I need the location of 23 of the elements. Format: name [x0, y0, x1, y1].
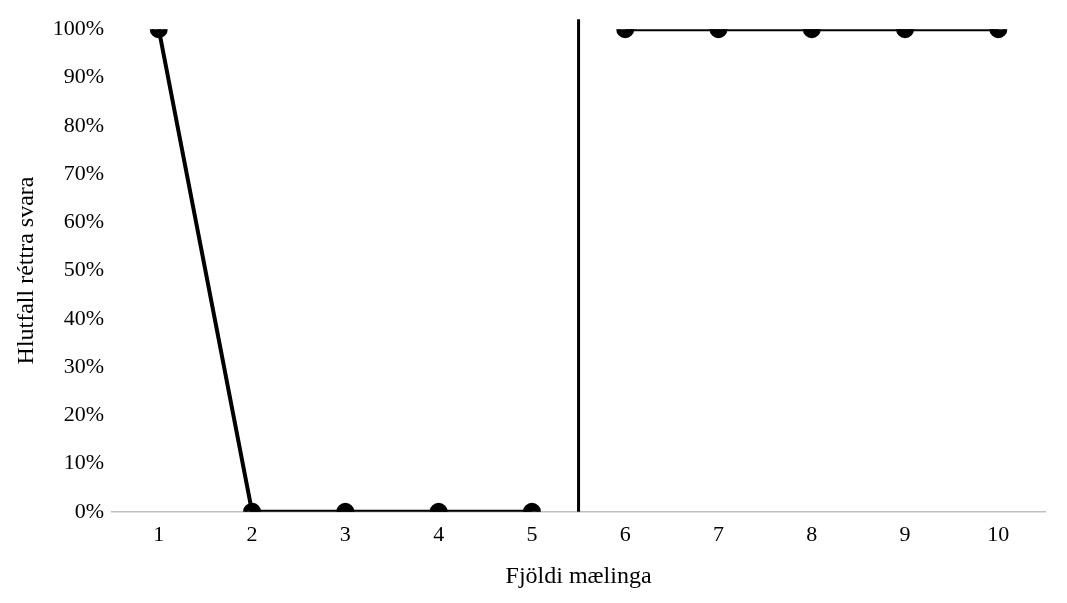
y-tick-label: 10% — [63, 449, 105, 475]
y-tick-label: 70% — [63, 159, 105, 185]
y-tick-label: 30% — [63, 352, 105, 378]
x-tick-label: 7 — [712, 520, 724, 546]
x-tick-label: 3 — [339, 520, 351, 546]
x-tick-label: 6 — [619, 520, 631, 546]
y-tick-label: 80% — [63, 111, 105, 137]
y-tick-label: 90% — [63, 63, 105, 89]
y-tick-label: 100% — [52, 14, 105, 40]
y-tick-label: 40% — [63, 304, 105, 330]
x-tick-label: 1 — [153, 520, 165, 546]
y-tick-label: 50% — [63, 256, 105, 282]
x-tick-label: 10 — [987, 520, 1010, 546]
y-tick-label: 20% — [63, 401, 105, 427]
y-tick-label: 0% — [74, 497, 105, 523]
x-tick-label: 4 — [433, 520, 445, 546]
x-tick-label: 8 — [806, 520, 818, 546]
x-tick-label: 5 — [526, 520, 538, 546]
y-tick-label: 60% — [63, 208, 105, 234]
y-axis-title: Hlutfall réttra svara — [11, 176, 38, 365]
x-axis-title: Fjöldi mælinga — [505, 561, 652, 588]
x-tick-label: 9 — [899, 520, 911, 546]
x-tick-label: 2 — [246, 520, 258, 546]
